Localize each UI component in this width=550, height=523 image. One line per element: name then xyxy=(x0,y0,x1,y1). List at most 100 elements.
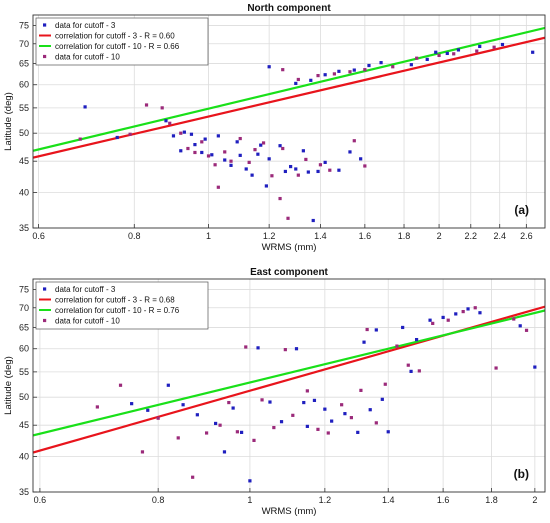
y-tick-label: 50 xyxy=(19,392,29,402)
data-point-cutoff-3 xyxy=(323,73,327,77)
data-point-cutoff-10 xyxy=(524,328,529,332)
data-point-cutoff-3 xyxy=(337,69,341,73)
x-tick-label: 1.4 xyxy=(382,495,395,505)
data-point-cutoff-10 xyxy=(296,77,300,82)
data-point-cutoff-3 xyxy=(193,143,197,147)
data-point-cutoff-3 xyxy=(244,167,248,171)
legend-entry-cutoff-10: data for cutoff - 10 xyxy=(55,317,120,326)
data-point-cutoff-3 xyxy=(179,149,183,153)
data-point-cutoff-3 xyxy=(164,119,168,123)
data-point-cutoff-3 xyxy=(115,135,119,140)
data-point-cutoff-3 xyxy=(171,134,176,138)
data-point-cutoff-10 xyxy=(229,159,233,163)
data-point-cutoff-10 xyxy=(446,318,450,322)
data-point-cutoff-10 xyxy=(417,369,421,373)
data-point-cutoff-3 xyxy=(210,153,214,157)
data-point-cutoff-3 xyxy=(279,420,284,424)
x-axis-label: WRMS (mm) xyxy=(262,506,317,517)
legend-box xyxy=(35,281,209,330)
data-point-cutoff-3 xyxy=(343,412,347,416)
y-tick-label: 35 xyxy=(19,487,29,497)
x-tick-label: 2.6 xyxy=(520,231,533,241)
data-point-cutoff-10 xyxy=(383,382,387,386)
data-point-cutoff-3 xyxy=(533,365,537,369)
data-point-cutoff-3 xyxy=(267,157,271,161)
data-point-cutoff-3 xyxy=(231,406,235,410)
data-point-cutoff-10 xyxy=(283,348,287,352)
data-point-cutoff-10 xyxy=(348,70,352,74)
data-point-cutoff-10 xyxy=(326,431,330,435)
legend-entry-cutoff-10: correlation for cutoff - 10 - R = 0.66 xyxy=(55,42,180,51)
chart-title: North component xyxy=(247,3,331,14)
data-point-cutoff-3 xyxy=(337,168,341,172)
data-point-cutoff-10 xyxy=(365,327,369,332)
data-point-cutoff-10 xyxy=(140,450,145,454)
x-axis-label: WRMS (mm) xyxy=(262,242,317,253)
data-point-cutoff-10 xyxy=(359,388,363,392)
y-tick-label: 45 xyxy=(19,420,29,430)
data-point-cutoff-3 xyxy=(478,311,482,315)
data-point-cutoff-10 xyxy=(200,140,204,144)
data-point-cutoff-10 xyxy=(244,345,248,349)
data-point-cutoff-3 xyxy=(531,50,535,54)
data-point-cutoff-10 xyxy=(247,160,251,164)
data-point-cutoff-3 xyxy=(401,325,405,330)
y-tick-label: 65 xyxy=(19,322,29,332)
data-point-cutoff-10 xyxy=(156,416,160,420)
regression-line-cutoff-10 xyxy=(33,309,545,437)
y-tick-label: 60 xyxy=(19,80,29,90)
data-point-cutoff-3 xyxy=(267,65,271,69)
data-point-cutoff-10 xyxy=(179,131,183,135)
x-tick-label: 1.2 xyxy=(319,495,332,505)
data-point-cutoff-3 xyxy=(323,160,327,164)
data-point-cutoff-10 xyxy=(204,431,209,435)
data-point-cutoff-10 xyxy=(252,438,256,442)
data-point-cutoff-3 xyxy=(256,152,260,156)
data-point-cutoff-3 xyxy=(409,369,413,373)
data-point-cutoff-3 xyxy=(229,163,233,167)
legend-marker-cutoff-3 xyxy=(43,23,47,27)
data-point-cutoff-10 xyxy=(340,403,344,407)
data-point-cutoff-10 xyxy=(437,53,441,58)
data-point-cutoff-3 xyxy=(312,398,317,403)
data-point-cutoff-3 xyxy=(182,130,186,134)
data-point-cutoff-3 xyxy=(311,218,315,223)
data-point-cutoff-3 xyxy=(203,137,207,141)
data-point-cutoff-10 xyxy=(176,436,180,440)
data-point-cutoff-3 xyxy=(379,61,383,65)
data-point-cutoff-3 xyxy=(189,132,194,136)
x-tick-label: 1.8 xyxy=(398,231,411,241)
data-point-cutoff-3 xyxy=(386,430,390,434)
data-point-cutoff-3 xyxy=(305,424,309,428)
x-tick-label: 1 xyxy=(247,495,252,505)
x-tick-label: 0.8 xyxy=(128,231,141,241)
data-point-cutoff-10 xyxy=(160,106,164,110)
data-point-cutoff-3 xyxy=(195,413,199,417)
data-point-cutoff-10 xyxy=(193,150,197,155)
data-point-cutoff-10 xyxy=(316,427,320,431)
data-point-cutoff-10 xyxy=(363,164,367,168)
data-point-cutoff-10 xyxy=(305,389,309,393)
data-point-cutoff-10 xyxy=(227,400,231,405)
data-point-cutoff-3 xyxy=(268,400,272,404)
data-point-cutoff-3 xyxy=(294,167,298,171)
data-point-cutoff-3 xyxy=(323,407,327,411)
data-point-cutoff-10 xyxy=(291,413,295,417)
data-point-cutoff-3 xyxy=(294,347,299,351)
y-tick-label: 50 xyxy=(19,128,29,138)
data-point-cutoff-3 xyxy=(146,408,150,412)
data-point-cutoff-10 xyxy=(395,344,399,348)
panel-label: (a) xyxy=(514,203,529,217)
y-tick-label: 40 xyxy=(19,452,29,462)
data-point-cutoff-10 xyxy=(391,65,395,69)
x-tick-label: 2.2 xyxy=(465,231,478,241)
plot-data xyxy=(33,305,545,483)
data-point-cutoff-3 xyxy=(239,430,244,434)
data-point-cutoff-3 xyxy=(289,164,293,169)
data-point-cutoff-10 xyxy=(78,137,82,141)
data-point-cutoff-10 xyxy=(168,121,172,125)
x-tick-label: 2.4 xyxy=(493,231,506,241)
x-tick-label: 1.4 xyxy=(314,231,327,241)
data-point-cutoff-10 xyxy=(475,49,479,53)
data-point-cutoff-10 xyxy=(144,103,149,107)
